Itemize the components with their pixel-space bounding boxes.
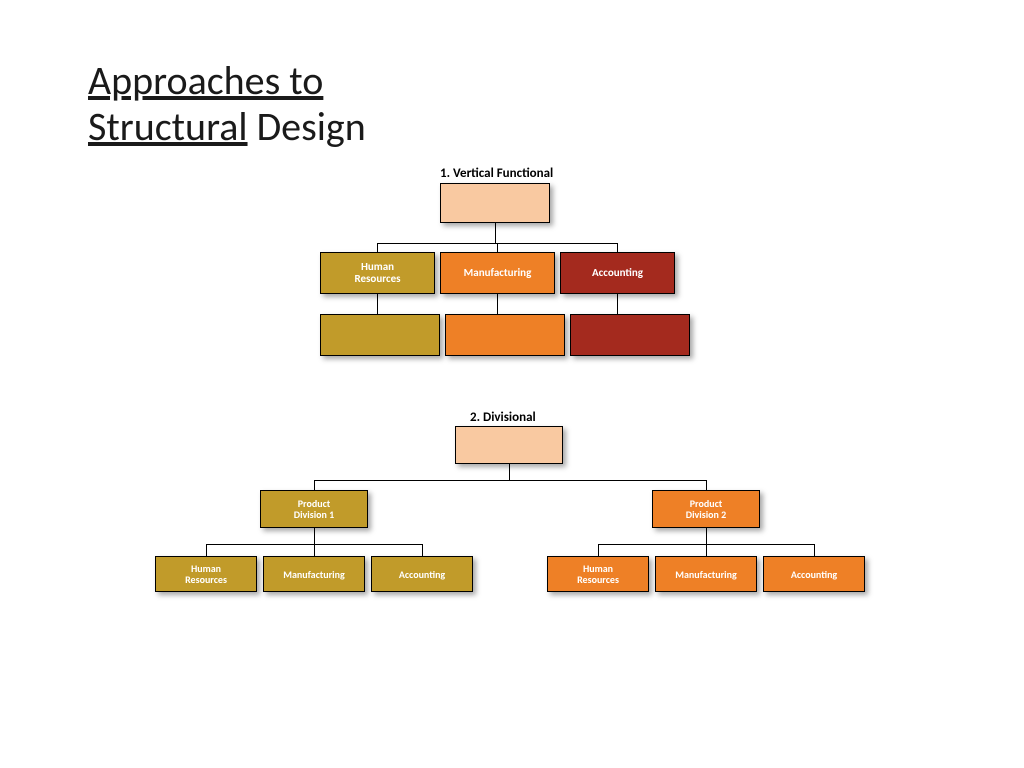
connector-v (617, 243, 618, 252)
chart1-dept-2: Accounting (560, 252, 675, 294)
chart1-sub-2 (570, 314, 690, 356)
chart2-division-0: Product Division 1 (260, 490, 368, 528)
chart2-title: 2. Divisional (470, 410, 536, 425)
connector-v (598, 544, 599, 556)
connector-v (706, 480, 707, 490)
connector-v (706, 528, 707, 544)
connector-v (314, 528, 315, 544)
chart1-title: 1. Vertical Functional (440, 166, 553, 181)
chart2-root (455, 426, 563, 464)
connector-v (377, 294, 378, 314)
connector-v (422, 544, 423, 556)
connector-v (617, 294, 618, 314)
chart1-dept-1: Manufacturing (440, 252, 555, 294)
title-line2a: Structural (88, 102, 248, 151)
chart2-division-1: Product Division 2 (652, 490, 760, 528)
connector-v (314, 480, 315, 490)
connector-v (814, 544, 815, 556)
chart1-root (440, 183, 550, 223)
connector-v (497, 294, 498, 314)
title-line1: Approaches to (88, 56, 323, 105)
connector-v (509, 464, 510, 480)
chart2-right-leaf-1: Manufacturing (655, 556, 757, 592)
connector-h (314, 480, 706, 481)
chart1-dept-0: Human Resources (320, 252, 435, 294)
title-line2b: Design (248, 102, 366, 151)
chart1-sub-1 (445, 314, 565, 356)
chart2-right-leaf-2: Accounting (763, 556, 865, 592)
chart1-sub-0 (320, 314, 440, 356)
page-title: Approaches to Structural Design (88, 58, 366, 150)
connector-v (495, 223, 496, 243)
chart2-left-leaf-1: Manufacturing (263, 556, 365, 592)
chart2-left-leaf-2: Accounting (371, 556, 473, 592)
connector-v (206, 544, 207, 556)
connector-v (497, 243, 498, 252)
connector-v (314, 544, 315, 556)
chart2-right-leaf-0: Human Resources (547, 556, 649, 592)
chart2-left-leaf-0: Human Resources (155, 556, 257, 592)
connector-v (377, 243, 378, 252)
connector-v (706, 544, 707, 556)
